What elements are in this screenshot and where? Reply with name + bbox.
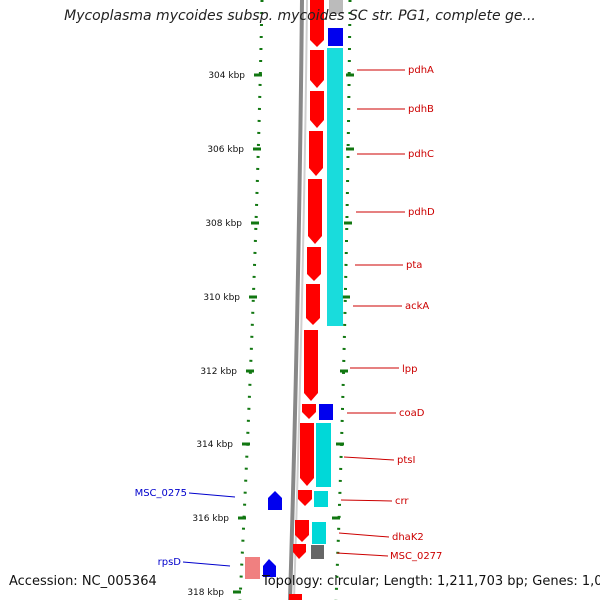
gene-label-ackA: ackA: [405, 301, 429, 312]
blast-hit-bar: [316, 423, 331, 487]
gene-label-lpp: lpp: [402, 364, 417, 375]
backbone-arc-inner: [293, 0, 308, 600]
cds-feature-rpsD: [245, 557, 260, 579]
cds-feature-dhaK2: [295, 520, 309, 542]
gene-label-ptsI: ptsI: [397, 455, 415, 466]
ruler-label: 318 kbp: [187, 588, 224, 598]
label-leader: [182, 561, 231, 567]
cds-feature: [310, 0, 324, 30]
cds-feature-lpp: [304, 330, 318, 401]
cds-feature-pdhC: [309, 131, 323, 176]
cds-feature-pdhB: [310, 91, 324, 128]
gene-label-MSC_0275: MSC_0275: [135, 488, 187, 499]
cds-feature-ptsI: [300, 423, 314, 486]
ruler-label: 310 kbp: [203, 293, 240, 303]
ruler-track-left: [238, 0, 264, 600]
cds-features: [245, 0, 324, 600]
cds-feature-pta: [307, 247, 321, 281]
ruler-label: 312 kbp: [200, 367, 237, 377]
label-leader: [338, 532, 390, 538]
rna-feature-msc0275: [268, 491, 282, 510]
cds-feature: [289, 594, 302, 600]
gene-label-pdhB: pdhB: [408, 104, 434, 115]
gene-label-coaD: coaD: [399, 408, 425, 419]
label-leader: [336, 552, 389, 557]
cds-feature-crr: [298, 490, 312, 506]
gene-label-pta: pta: [406, 260, 422, 271]
blast-hit-bar: [312, 522, 326, 544]
gene-label-MSC_0277: MSC_0277: [390, 551, 442, 562]
rna-features: [263, 28, 343, 577]
blast-hits: [311, 0, 343, 559]
rna-feature: [328, 28, 343, 46]
blast-hit-bar: [314, 491, 328, 507]
ruler-label: 306 kbp: [207, 145, 244, 155]
ruler-ticks: [233, 73, 354, 594]
rna-feature: [263, 559, 276, 577]
gene-label-pdhA: pdhA: [408, 65, 434, 76]
cds-feature-pdhD: [308, 179, 322, 244]
cds-feature-pdhA: [310, 50, 324, 88]
genome-info-text: Topology: circular; Length: 1,211,703 bp…: [262, 574, 600, 589]
ruler-label: 314 kbp: [196, 440, 233, 450]
ruler-label: 308 kbp: [205, 219, 242, 229]
gene-label-dhaK2: dhaK2: [392, 532, 424, 543]
cds-feature-MSC_0277: [293, 544, 306, 559]
label-leader: [340, 499, 393, 502]
gene-label-pdhD: pdhD: [408, 207, 435, 218]
gene-label-pdhC: pdhC: [408, 149, 434, 160]
blast-hit-bar: [327, 48, 343, 326]
rna-feature: [319, 404, 333, 420]
cds-feature: [310, 30, 324, 47]
label-leader: [188, 492, 236, 498]
ruler-label: 316 kbp: [192, 514, 229, 524]
label-leader: [343, 456, 395, 461]
gene-label-crr: crr: [395, 496, 409, 507]
blast-hit-bar: [311, 545, 324, 559]
ruler-label: 304 kbp: [208, 71, 245, 81]
cds-feature-ackA: [306, 284, 320, 325]
cds-feature-coaD: [302, 404, 316, 419]
blast-hit-bar: [329, 0, 343, 14]
map-title: Mycoplasma mycoides subsp. mycoides SC s…: [64, 8, 536, 24]
accession-text: Accession: NC_005364: [9, 574, 157, 589]
backbone-arc-outer: [288, 0, 304, 600]
ruler-track-right: [334, 0, 352, 600]
gene-label-rpsD: rpsD: [158, 557, 182, 568]
